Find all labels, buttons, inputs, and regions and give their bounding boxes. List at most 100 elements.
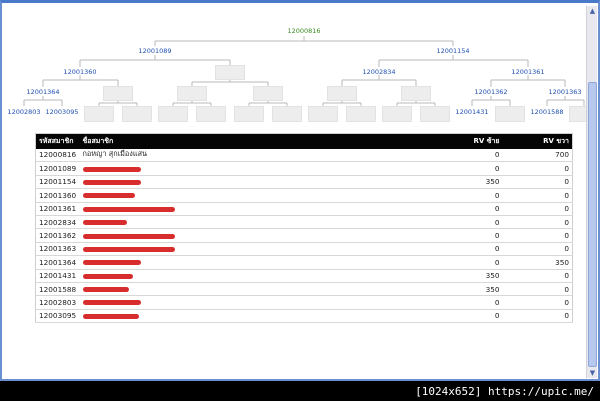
table-row: 12001364 0 350 [35, 255, 573, 270]
empty-tree-slot [401, 86, 431, 101]
tree-node[interactable]: 12001363 [548, 88, 582, 96]
tree-node[interactable]: 12003095 [45, 108, 79, 116]
cell-rv-right-text: 0 [564, 231, 569, 241]
tree-node-right[interactable]: 12001154 [436, 47, 470, 55]
cell-rv-right-text: 350 [555, 257, 569, 267]
cell-member-name-text: กอหญา สุกเมืองแสน [82, 149, 148, 159]
cell-rv-right-text: 700 [555, 150, 569, 160]
member-rows: 12000816 กอหญา สุกเมืองแสน 0 700 12001089 0 0 1… [35, 148, 573, 324]
empty-tree-slot [569, 106, 587, 122]
table-row: 12001362 0 0 [35, 228, 573, 243]
cell-member-code-text: 12001363 [39, 244, 77, 254]
cell-member-code: 12000816 [35, 148, 80, 163]
cell-member-name [79, 269, 463, 283]
tree-node-left[interactable]: 12001089 [138, 47, 172, 55]
cell-member-name [79, 228, 463, 243]
tree-node[interactable]: 12001360 [63, 68, 97, 76]
cell-rv-right-text: 0 [564, 164, 569, 174]
empty-tree-slot [327, 86, 357, 101]
redaction-mark [82, 287, 129, 293]
redaction-mark [82, 220, 127, 226]
cell-rv-right-text: 0 [564, 271, 569, 281]
tree-node[interactable]: 12001588 [530, 108, 564, 116]
cell-rv-right-text: 0 [564, 297, 569, 307]
cell-member-name [79, 282, 463, 297]
table-row: 12002803 0 0 [35, 295, 573, 310]
table-row: 12003095 0 0 [35, 309, 573, 324]
empty-tree-slot [196, 106, 226, 122]
cell-rv-right: 0 [502, 175, 573, 190]
redaction-mark [82, 273, 133, 279]
cell-rv-left-text: 0 [494, 297, 500, 307]
cell-member-code-text: 12003095 [39, 311, 77, 321]
tree-node[interactable]: 12002803 [7, 108, 41, 116]
cell-member-name [79, 295, 463, 310]
cell-rv-left: 0 [462, 215, 503, 230]
cell-member-name [79, 255, 463, 270]
table-row: 12002834 0 0 [35, 215, 573, 230]
tree-node[interactable]: 12001364 [26, 88, 60, 96]
cell-rv-left-text: 350 [485, 284, 500, 294]
vertical-scrollbar[interactable]: ▲ ▼ [586, 6, 597, 378]
cell-member-name [79, 242, 463, 257]
cell-rv-left-text: 350 [485, 271, 500, 281]
cell-member-name [79, 309, 463, 324]
cell-member-name [79, 215, 463, 230]
empty-tree-slot [84, 106, 114, 122]
tree-node[interactable]: 12001361 [511, 68, 545, 76]
table-header-row: รหัสสมาชิก ชื่อสมาชิก RV ซ้าย RV ขวา [35, 133, 573, 149]
tree-node[interactable]: 12002834 [362, 68, 396, 76]
scroll-down-arrow-icon[interactable]: ▼ [589, 369, 596, 377]
redaction-mark [82, 179, 141, 185]
cell-member-code-text: 12000816 [39, 150, 77, 160]
cell-member-code-text: 12002803 [39, 297, 77, 307]
cell-rv-right: 0 [502, 282, 573, 297]
cell-member-code-text: 12001362 [39, 231, 77, 241]
table-row: 12001431 350 0 [35, 269, 573, 283]
scroll-thumb[interactable] [588, 82, 597, 367]
tree-node-root[interactable]: 12000816 [287, 27, 321, 35]
cell-rv-left: 0 [462, 242, 503, 257]
cell-member-code: 12001362 [35, 228, 80, 243]
cell-member-name [79, 202, 463, 216]
empty-tree-slot [420, 106, 450, 122]
cell-rv-left: 0 [462, 295, 503, 310]
cell-rv-left: 0 [462, 255, 503, 270]
cell-rv-left: 0 [462, 228, 503, 243]
cell-member-name [79, 161, 463, 176]
scroll-up-arrow-icon[interactable]: ▲ [589, 7, 596, 15]
empty-tree-slot [215, 65, 245, 80]
cell-rv-left-text: 0 [494, 311, 500, 321]
redaction-mark [82, 166, 141, 172]
cell-rv-right: 0 [502, 309, 573, 324]
empty-tree-slot [253, 86, 283, 101]
header-rv-right: RV ขวา [502, 133, 573, 149]
cell-rv-left-text: 0 [494, 150, 500, 160]
cell-rv-right: 0 [502, 215, 573, 230]
header-rv-left: RV ซ้าย [462, 133, 503, 149]
cell-rv-left: 0 [462, 309, 503, 324]
cell-rv-right-text: 0 [564, 217, 569, 227]
cell-rv-right-text: 0 [564, 284, 569, 294]
cell-member-code-text: 12001154 [39, 177, 77, 187]
redaction-mark [82, 260, 141, 266]
redaction-mark [82, 246, 175, 252]
table-row: 12001089 0 0 [35, 161, 573, 176]
cell-member-code-text: 12001588 [39, 284, 77, 294]
empty-tree-slot [495, 106, 525, 122]
table-row: 12001154 350 0 [35, 175, 573, 190]
cell-rv-left-text: 0 [494, 231, 500, 241]
cell-member-name: กอหญา สุกเมืองแสน [79, 148, 463, 163]
empty-tree-slot [346, 106, 376, 122]
cell-member-code: 12001588 [35, 282, 80, 297]
cell-rv-right-text: 0 [564, 177, 569, 187]
cell-member-code-text: 12001431 [39, 271, 77, 281]
cell-rv-left-text: 350 [485, 177, 500, 187]
tree-node[interactable]: 12001431 [455, 108, 489, 116]
cell-rv-right: 0 [502, 228, 573, 243]
cell-member-code: 12001361 [35, 202, 80, 216]
tree-node[interactable]: 12001362 [474, 88, 508, 96]
table-row: 12001588 350 0 [35, 282, 573, 297]
cell-rv-left-text: 0 [494, 204, 500, 214]
empty-tree-slot [103, 86, 133, 101]
